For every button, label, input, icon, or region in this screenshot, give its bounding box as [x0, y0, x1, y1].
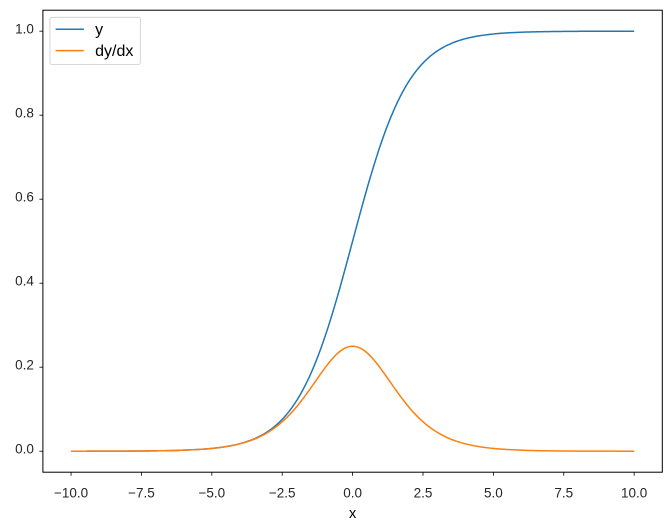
svg-text:1.0: 1.0	[15, 22, 34, 37]
svg-text:0.8: 0.8	[15, 106, 34, 121]
svg-text:0.0: 0.0	[343, 486, 362, 501]
svg-text:−5.0: −5.0	[199, 486, 226, 501]
svg-text:0.0: 0.0	[15, 442, 34, 457]
svg-text:−10.0: −10.0	[54, 486, 88, 501]
svg-text:5.0: 5.0	[484, 486, 503, 501]
svg-text:−7.5: −7.5	[128, 486, 155, 501]
svg-text:−2.5: −2.5	[269, 486, 296, 501]
svg-text:7.5: 7.5	[554, 486, 573, 501]
svg-text:x: x	[349, 506, 357, 522]
svg-text:0.4: 0.4	[15, 274, 34, 289]
svg-text:10.0: 10.0	[621, 486, 647, 501]
svg-text:2.5: 2.5	[414, 486, 433, 501]
svg-text:y: y	[95, 21, 103, 38]
svg-text:0.6: 0.6	[15, 190, 34, 205]
svg-text:dy/dx: dy/dx	[95, 43, 133, 60]
svg-text:0.2: 0.2	[15, 358, 34, 373]
